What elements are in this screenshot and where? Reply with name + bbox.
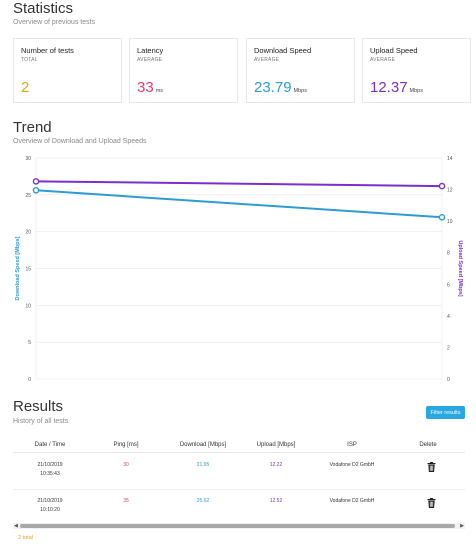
card-upload-speed: Upload Speed AVERAGE 12.37 Mbps	[362, 38, 471, 103]
card-title: Number of tests	[21, 46, 74, 55]
data-point-upload	[438, 182, 446, 190]
table-row: 21/10/2019 10:10:20 35 25.62 12.52 Vodaf…	[0, 493, 476, 529]
trend-subtitle: Overview of Download and Upload Speeds	[13, 138, 147, 145]
card-value-number: 23.79	[254, 79, 292, 96]
cell-date: 21/10/2019	[37, 462, 63, 468]
card-download-speed: Download Speed AVERAGE 23.79 Mbps	[246, 38, 355, 103]
y-tick-label: 30	[25, 156, 31, 162]
y-tick-label: 10	[25, 303, 31, 309]
data-point-download	[32, 186, 40, 194]
data-point-upload	[32, 178, 40, 185]
y2-tick-label: 10	[447, 219, 453, 225]
results-title: Results	[13, 398, 64, 415]
data-point-download	[438, 214, 446, 221]
cell-download: 25.62	[196, 498, 210, 504]
card-unit: ms	[155, 88, 164, 94]
trash-icon[interactable]	[427, 498, 436, 508]
trend-chart: 0 5 10 15 20 25 30 0 2 4 6 8 10 12 14 Download Speed [M…	[0, 150, 476, 390]
scrollbar-thumb[interactable]	[20, 524, 455, 528]
card-subtitle: AVERAGE	[137, 57, 163, 63]
column-header-download[interactable]: Download [Mbps]	[179, 442, 227, 448]
y-tick-label: 0	[28, 377, 31, 383]
card-unit: Mbps	[409, 88, 423, 94]
cell-time: 10:35:43	[40, 471, 60, 477]
card-unit: Mbps	[293, 88, 307, 94]
cell-upload: 12.52	[269, 498, 283, 504]
card-title: Upload Speed	[370, 46, 418, 55]
y2-tick-label: 2	[447, 345, 450, 351]
card-number-of-tests: Number of tests TOTAL 2	[13, 38, 122, 103]
y-tick-label: 25	[25, 193, 31, 199]
trash-icon[interactable]	[427, 462, 436, 472]
results-total-count: 2 total	[18, 535, 33, 541]
arrow-left-icon[interactable]: ◀	[14, 523, 18, 529]
y-tick-label: 15	[25, 267, 31, 273]
card-value-number: 2	[21, 79, 30, 96]
cell-isp: Vodafone D2 GmbH	[329, 462, 375, 468]
column-header-ping[interactable]: Ping [ms]	[113, 442, 139, 448]
y2-tick-label: 8	[447, 251, 450, 257]
card-title: Download Speed	[254, 46, 312, 55]
card-value: 23.79 Mbps	[254, 79, 307, 96]
y2-axis-title: Upload Speed [Mbps]	[457, 240, 463, 296]
card-value-number: 33	[137, 79, 154, 96]
arrow-right-icon[interactable]: ▶	[460, 523, 464, 529]
y-axis-title: Download Speed [Mbps]	[15, 236, 21, 300]
y-tick-label: 20	[25, 230, 31, 236]
cell-upload: 12.22	[269, 462, 283, 468]
card-subtitle: AVERAGE	[254, 57, 280, 63]
card-value: 2	[21, 79, 29, 96]
y2-tick-label: 14	[447, 156, 453, 162]
card-subtitle: TOTAL	[21, 57, 38, 63]
y2-tick-label: 12	[447, 188, 453, 194]
card-subtitle: AVERAGE	[370, 57, 396, 63]
card-value: 12.37 Mbps	[370, 79, 423, 96]
cell-date: 21/10/2019	[37, 498, 63, 504]
statistics-subtitle: Overview of previous tests	[13, 19, 96, 26]
table-row: 21/10/2019 10:35:43 30 21.95 12.22 Vodaf…	[0, 456, 476, 492]
trend-chart-svg: 0 5 10 15 20 25 30 0 2 4 6 8 10 12 14 Download Speed [M…	[15, 156, 463, 383]
y-tick-label: 5	[28, 340, 31, 346]
card-title: Latency	[137, 46, 164, 55]
statistics-title: Statistics	[13, 0, 74, 17]
series-line-upload	[35, 180, 443, 188]
results-subtitle: History of all tests	[13, 418, 69, 425]
column-header-delete: Delete	[419, 442, 437, 448]
column-header-date[interactable]: Date / Time	[34, 442, 66, 448]
column-header-upload[interactable]: Upload [Mbps]	[256, 442, 296, 448]
row-divider	[13, 489, 465, 490]
card-value: 33 ms	[137, 79, 163, 96]
cell-download: 21.95	[196, 462, 210, 468]
filter-results-button[interactable]: Filter results	[426, 406, 465, 419]
cell-time: 10:10:20	[40, 507, 60, 513]
card-value-number: 12.37	[370, 79, 408, 96]
column-header-isp[interactable]: ISP	[347, 442, 357, 448]
cell-isp: Vodafone D2 GmbH	[329, 498, 375, 504]
y2-tick-label: 0	[447, 377, 450, 383]
card-latency: Latency AVERAGE 33 ms	[129, 38, 238, 103]
y2-tick-label: 4	[447, 314, 450, 320]
trend-title: Trend	[13, 119, 52, 136]
y2-tick-label: 6	[447, 282, 450, 288]
cell-ping: 35	[123, 498, 129, 504]
cell-ping: 30	[123, 462, 129, 468]
table-horizontal-scrollbar[interactable]: ◀ ▶	[13, 523, 465, 529]
table-header-divider	[13, 452, 465, 453]
series-line-download	[35, 189, 443, 219]
